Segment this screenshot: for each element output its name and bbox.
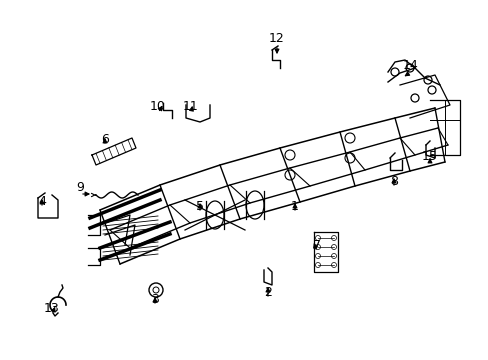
Text: 6: 6 xyxy=(101,133,109,146)
Text: 3: 3 xyxy=(151,293,159,306)
Text: 8: 8 xyxy=(389,175,397,188)
Text: 4: 4 xyxy=(38,195,46,208)
Text: 14: 14 xyxy=(402,59,418,72)
Text: 13: 13 xyxy=(44,302,60,315)
Text: 7: 7 xyxy=(312,239,320,252)
Text: 15: 15 xyxy=(421,150,437,163)
Text: 11: 11 xyxy=(183,100,199,113)
Text: 9: 9 xyxy=(76,181,84,194)
Text: 1: 1 xyxy=(290,200,298,213)
Text: 10: 10 xyxy=(150,100,165,113)
Text: 2: 2 xyxy=(264,286,271,299)
Text: 5: 5 xyxy=(196,200,203,213)
Text: 12: 12 xyxy=(268,32,285,45)
